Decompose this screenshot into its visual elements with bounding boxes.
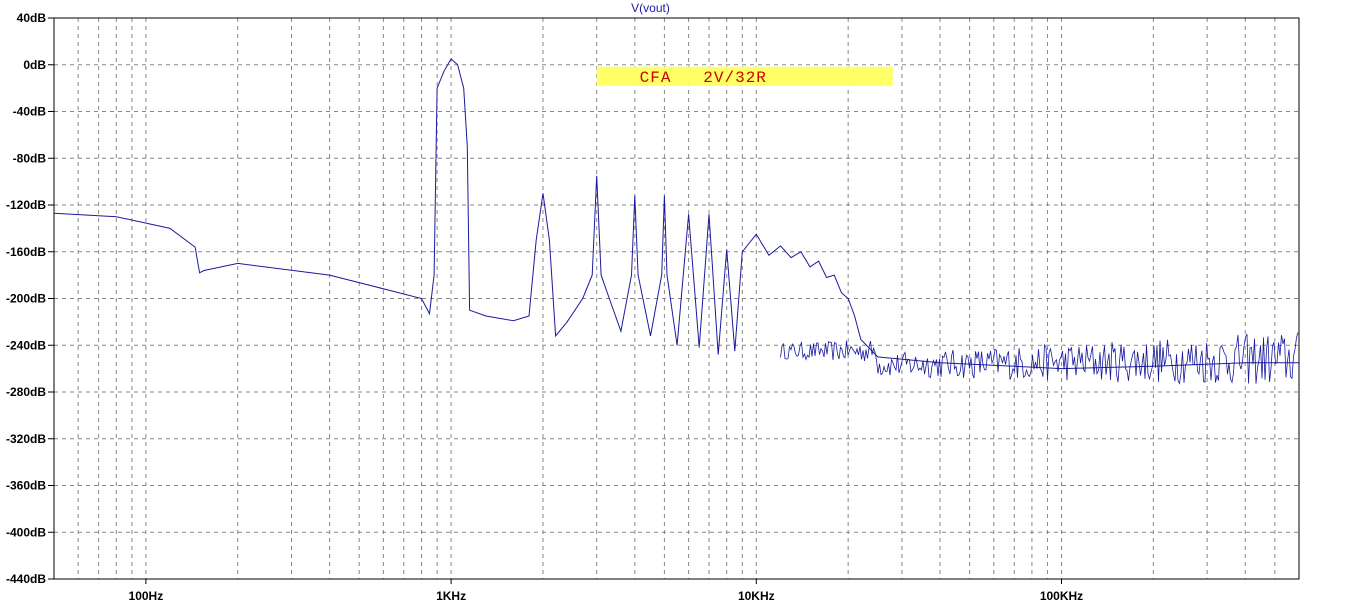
y-tick-label: -200dB (6, 292, 46, 306)
grid (53, 17, 1300, 580)
annotation-text: CFA 2V/32R (640, 69, 767, 87)
y-tick-label: -40dB (13, 105, 47, 119)
y-tick-label: 40dB (17, 11, 47, 25)
y-axis-ticks: 40dB 0dB -40dB -80dB -120dB -160dB -200dB -240d… (6, 11, 54, 586)
series-noise-floor (780, 332, 1299, 385)
series-group (53, 58, 1299, 385)
y-tick-label: -400dB (6, 525, 46, 539)
x-tick-label: 100Hz (129, 589, 164, 603)
y-tick-label: -440dB (6, 572, 46, 586)
x-tick-label: 10KHz (738, 589, 775, 603)
y-tick-label: -360dB (6, 479, 46, 493)
annotation-box: CFA 2V/32R (596, 66, 893, 87)
y-tick-label: -80dB (13, 151, 47, 165)
annotation-background (596, 66, 893, 86)
y-tick-label: -160dB (6, 245, 46, 259)
series-line (53, 58, 1299, 370)
y-tick-label: 0dB (23, 58, 46, 72)
y-tick-label: -280dB (6, 385, 46, 399)
y-tick-label: -320dB (6, 432, 46, 446)
y-tick-label: -120dB (6, 198, 46, 212)
x-axis-ticks: 100Hz 1KHz 10KHz 100KHz (129, 579, 1083, 603)
x-tick-label: 100KHz (1040, 589, 1083, 603)
chart-title: V(vout) (631, 1, 670, 15)
y-tick-label: -240dB (6, 338, 46, 352)
x-tick-label: 1KHz (436, 589, 466, 603)
